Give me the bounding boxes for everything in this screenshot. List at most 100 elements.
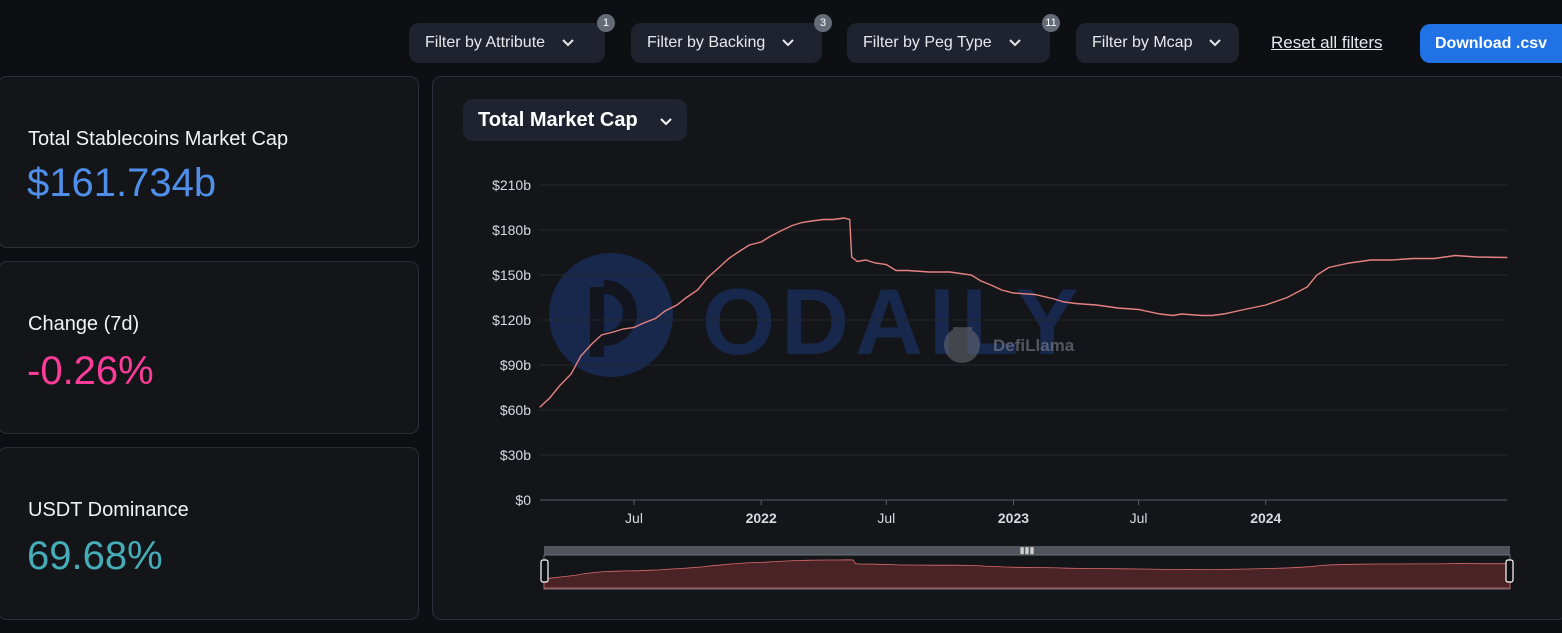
filter-by-peg-type[interactable]: Filter by Peg Type 11: [847, 14, 1060, 63]
data-point: [770, 235, 772, 237]
data-point: [1370, 259, 1372, 261]
data-point: [718, 266, 720, 269]
slider-left-handle[interactable]: [540, 559, 549, 583]
chevron-down-icon: [561, 36, 575, 50]
data-point: [1138, 308, 1140, 311]
data-point: [1412, 257, 1414, 260]
data-point: [570, 373, 572, 375]
data-point: [928, 271, 930, 273]
chevron-down-icon: [781, 36, 795, 50]
odaily-logo-icon: [549, 253, 673, 377]
filter-by-mcap[interactable]: Filter by Mcap: [1076, 23, 1239, 63]
data-point: [1117, 307, 1119, 309]
x-tick-label: 2022: [746, 510, 777, 526]
data-point: [1306, 286, 1308, 288]
defillama-watermark: DefiLlama: [944, 327, 1075, 363]
total-market-cap-card: Total Stablecoins Market Cap $161.734b: [0, 76, 419, 248]
reset-filters-link[interactable]: Reset all filters: [1271, 33, 1383, 52]
data-point: [782, 229, 784, 231]
data-point: [685, 296, 688, 299]
data-point: [1223, 313, 1225, 315]
x-tick-label: Jul: [877, 510, 895, 526]
data-point: [832, 218, 834, 221]
data-point: [949, 271, 951, 273]
data-point: [1180, 313, 1182, 315]
data-point: [676, 304, 678, 306]
data-point: [1506, 256, 1508, 259]
stat-label: USDT Dominance: [28, 499, 189, 521]
usdt-dominance-card: USDT Dominance 69.68%: [0, 447, 419, 620]
data-point: [1391, 259, 1393, 261]
filter-by-backing[interactable]: Filter by Backing 3: [631, 14, 832, 63]
y-tick-label: $180b: [492, 222, 531, 238]
selector-label: Total Market Cap: [478, 108, 638, 131]
data-point: [791, 224, 793, 227]
data-point: [907, 269, 909, 272]
x-tick-label: Jul: [625, 510, 643, 526]
data-point: [549, 397, 551, 399]
y-tick-label: $0: [515, 492, 531, 508]
filter-count-badge: 3: [814, 14, 832, 32]
data-point: [591, 343, 593, 345]
data-point: [664, 310, 666, 312]
y-tick-label: $30b: [500, 447, 531, 463]
data-point: [622, 328, 624, 330]
filter-label: Filter by Peg Type: [863, 34, 992, 51]
data-point: [643, 322, 645, 324]
odaily-watermark-text: ODAILY: [702, 269, 1085, 374]
slider-track[interactable]: [544, 546, 1510, 555]
data-point: [600, 334, 603, 336]
data-point: [822, 218, 825, 221]
x-tick-label: Jul: [1130, 510, 1148, 526]
data-point: [748, 244, 751, 246]
filter-by-attribute[interactable]: Filter by Attribute 1: [409, 14, 615, 63]
data-point: [558, 385, 561, 387]
total-market-cap-value: $161.734b: [27, 161, 217, 205]
chart-type-selector[interactable]: Total Market Cap: [463, 99, 687, 141]
odaily-watermark: ODAILY: [549, 253, 1085, 377]
data-point: [1454, 254, 1456, 257]
chevron-down-icon: [1008, 36, 1022, 50]
data-point: [895, 269, 897, 272]
x-tick-label: 2023: [998, 510, 1029, 526]
data-point: [1053, 298, 1055, 300]
filter-count-badge: 1: [597, 14, 615, 32]
data-point: [1265, 304, 1267, 306]
data-point: [654, 317, 657, 320]
data-point: [991, 284, 993, 287]
data-point: [980, 280, 982, 282]
data-point: [1328, 266, 1330, 269]
data-point: [970, 274, 972, 276]
data-point: [1095, 304, 1097, 306]
chevron-down-icon: [660, 109, 672, 132]
download-csv-button[interactable]: Download .csv: [1420, 24, 1562, 63]
filter-label: Filter by Backing: [647, 34, 766, 51]
drag-grip-icon[interactable]: ▮▮▮: [1020, 545, 1035, 555]
data-point: [1001, 289, 1003, 291]
data-point: [539, 406, 541, 408]
y-tick-label: $150b: [492, 267, 531, 283]
data-point: [1476, 256, 1478, 258]
data-point: [874, 262, 876, 264]
data-point: [865, 259, 867, 261]
data-point: [728, 257, 730, 260]
data-point: [760, 241, 762, 243]
data-point: [811, 220, 813, 222]
filter-label: Filter by Attribute: [425, 34, 546, 51]
zoom-slider[interactable]: ▮▮▮: [540, 545, 1514, 590]
chevron-down-icon: [1208, 36, 1222, 50]
data-point: [849, 218, 851, 221]
change-7d-card: Change (7d) -0.26%: [0, 261, 419, 434]
data-point: [1316, 274, 1318, 276]
y-tick-label: $120b: [492, 312, 531, 328]
slider-right-handle[interactable]: [1505, 559, 1514, 583]
data-point: [1433, 257, 1435, 260]
data-point: [885, 263, 887, 266]
data-point: [1201, 314, 1203, 317]
defillama-watermark-text: DefiLlama: [993, 336, 1075, 355]
y-tick-label: $210b: [492, 177, 531, 193]
data-point: [851, 256, 853, 258]
data-point: [1286, 296, 1288, 299]
data-point: [1075, 302, 1077, 305]
